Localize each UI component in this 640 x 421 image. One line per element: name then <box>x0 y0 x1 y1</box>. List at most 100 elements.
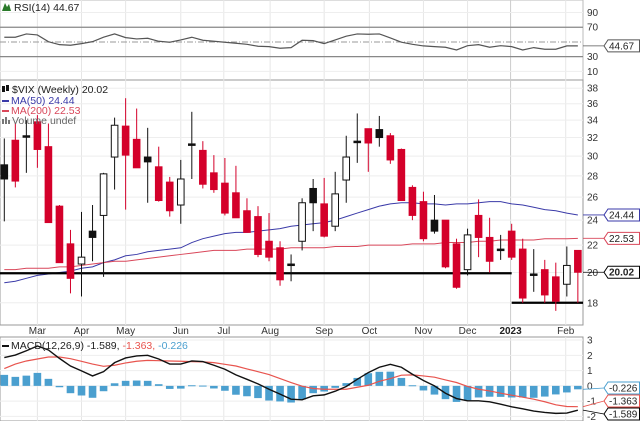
candle <box>22 120 31 173</box>
candle <box>143 127 152 203</box>
candle-legend-icon <box>2 85 9 92</box>
candle <box>66 229 75 294</box>
macd-histogram-bar <box>287 385 295 403</box>
macd-histogram-bar <box>22 375 31 386</box>
price-y-tick-label: 26 <box>587 193 599 204</box>
macd-histogram-bar <box>540 385 549 397</box>
macd-histogram-bar <box>77 385 86 396</box>
macd-histogram-bar <box>154 384 163 386</box>
candle <box>132 108 141 169</box>
macd-histogram-bar <box>408 385 417 387</box>
price-y-tick-label: 24 <box>587 216 599 227</box>
candle-body <box>99 173 108 216</box>
macd-histogram-bar <box>507 385 516 398</box>
rsi-legend-text: RSI(14) 44.67 <box>14 2 80 14</box>
candle-body <box>298 202 306 242</box>
macd-histogram-bar <box>243 385 251 397</box>
macd-histogram-tag-pointer <box>582 387 605 390</box>
candle <box>77 211 86 297</box>
candle-body <box>88 230 97 238</box>
x-axis-label: 2023 <box>499 326 522 337</box>
candle <box>331 171 339 232</box>
candle <box>342 135 351 203</box>
macd-histogram-bar <box>452 385 461 402</box>
rsi-legend-icon <box>2 3 11 11</box>
candle <box>496 234 505 260</box>
macd-y-tick-label: -2 <box>587 412 596 421</box>
candle-body <box>540 269 549 296</box>
candle <box>176 159 185 224</box>
candle-body <box>55 205 64 264</box>
candle <box>563 246 571 297</box>
candle-body <box>11 139 20 182</box>
macd-histogram-tag-text: -0.226 <box>609 384 638 395</box>
macd-signal-line <box>4 356 578 408</box>
macd-legend-signal: -1.363, <box>123 340 156 352</box>
rsi-line <box>4 33 578 51</box>
macd-histogram-bar <box>430 385 439 395</box>
macd-legend-macd: -1.589, <box>87 340 120 352</box>
macd-histogram-bar <box>121 380 130 386</box>
macd-histogram-bar <box>110 383 119 386</box>
macd-value-tag-pointer <box>582 409 605 415</box>
candle <box>243 198 251 233</box>
candle <box>154 146 163 202</box>
candle <box>441 219 450 269</box>
macd-histogram-bar <box>364 373 373 386</box>
candle <box>265 213 273 262</box>
ma50-value-tag-text: 24.44 <box>609 210 634 221</box>
candle <box>364 128 373 172</box>
candle <box>0 138 9 222</box>
candle <box>518 238 527 303</box>
macd-histogram-bar <box>33 372 42 386</box>
macd-histogram-bar <box>210 385 218 389</box>
candle <box>430 194 439 234</box>
candle <box>232 165 240 219</box>
rsi-panel <box>0 0 584 81</box>
price-y-tick-label: 18 <box>587 298 599 309</box>
candle-body <box>419 201 428 240</box>
candle-body <box>309 187 317 204</box>
candle-body <box>287 263 295 267</box>
candle-body <box>485 236 494 262</box>
volume-legend-text: Volume undef <box>12 115 76 127</box>
macd-histogram-bar <box>254 385 262 399</box>
macd-histogram-bar <box>331 385 339 388</box>
macd-histogram-bar <box>88 385 97 398</box>
candle-body <box>574 249 582 273</box>
macd-histogram-bar <box>574 385 582 390</box>
ma200-legend-text: MA(200) 22.53 <box>11 105 81 117</box>
macd-y-tick-label: 0 <box>587 381 593 392</box>
ma200-value-tag-text: 22.53 <box>609 234 634 245</box>
x-axis-label: Feb <box>557 326 575 337</box>
x-axis-label: May <box>116 326 135 337</box>
ma200-legend-swatch <box>2 110 9 112</box>
macd-histogram-bar <box>232 385 240 395</box>
candle <box>110 117 119 190</box>
candle <box>408 185 417 221</box>
candle <box>353 113 362 163</box>
macd-y-tick-label: 2 <box>587 351 593 362</box>
macd-signal-tag-pointer <box>582 400 605 408</box>
macd-histogram-bar <box>143 380 152 386</box>
candle <box>309 178 317 232</box>
macd-signal-tag-text: -1.363 <box>609 397 638 408</box>
candle <box>210 155 218 193</box>
rsi-y-tick-label: 30 <box>587 52 599 63</box>
candle-body <box>176 178 185 206</box>
price-y-tick-label: 36 <box>587 99 599 110</box>
macd-histogram-bar <box>221 385 229 391</box>
rsi-y-tick-label: 70 <box>587 23 599 34</box>
macd-histogram-bar <box>44 378 53 386</box>
macd-histogram-bar <box>265 385 273 401</box>
candle-body <box>463 234 472 271</box>
price-panel <box>0 79 584 326</box>
candle-body <box>474 214 483 238</box>
candle-body <box>331 193 339 227</box>
candle-body <box>243 210 251 233</box>
ma200-line <box>4 237 578 271</box>
price-legend: $VIX (Weekly) 20.02 MA(50) 24.44 MA(200)… <box>2 84 108 127</box>
candle <box>199 141 207 189</box>
candle <box>463 228 472 276</box>
